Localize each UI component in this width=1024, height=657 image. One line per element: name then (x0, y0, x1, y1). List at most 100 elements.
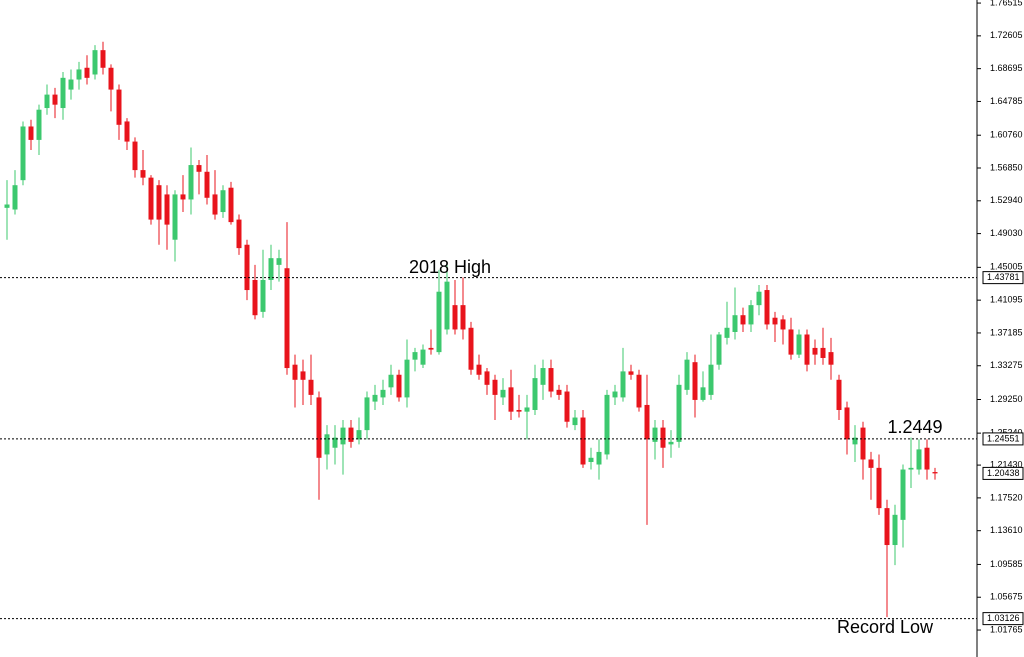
candle-body (140, 170, 146, 178)
candle-body (524, 407, 530, 412)
y-tick-label: 1.13610 (990, 525, 1023, 535)
candle-body (676, 384, 682, 442)
candle-body (572, 417, 578, 426)
candle-body (228, 187, 234, 223)
candle-body (92, 50, 98, 75)
candle-body (316, 397, 322, 458)
candle-body (284, 268, 290, 369)
candle-body (244, 244, 250, 291)
candle-body (20, 126, 26, 181)
candle-body (548, 368, 554, 392)
candle-body (28, 126, 34, 140)
candle-body (76, 69, 82, 80)
level-label: 1.24551 (987, 433, 1020, 443)
candle-body (380, 389, 386, 398)
level-box (982, 612, 1024, 626)
y-tick-label: 1.76515 (990, 0, 1023, 7)
candle-body (372, 394, 378, 402)
level-label: 1.43781 (987, 272, 1020, 282)
y-tick-label: 1.41095 (990, 295, 1023, 305)
candle-body (660, 427, 666, 448)
y-tick-label: 1.56850 (990, 162, 1023, 172)
candle-body (532, 378, 538, 410)
candle-body (404, 359, 410, 398)
candle-body (188, 165, 194, 200)
candle-body (276, 258, 282, 265)
y-tick-label: 1.72605 (990, 30, 1023, 40)
candle-body (884, 508, 890, 546)
candle-body (908, 467, 914, 470)
candle-body (492, 379, 498, 395)
candle-body (260, 279, 266, 312)
candle-body (452, 305, 458, 330)
candle-body (268, 258, 274, 280)
candle-body (292, 364, 298, 380)
y-tick-label: 1.60760 (990, 130, 1023, 140)
candle-body (820, 347, 826, 358)
candle-body (4, 204, 10, 208)
candle-body (636, 374, 642, 408)
candle-body (444, 281, 450, 330)
candle-body (52, 94, 58, 105)
y-tick-label: 1.37185 (990, 327, 1023, 337)
candle-body (612, 391, 618, 398)
candle-body (156, 185, 162, 220)
candle-body (84, 67, 90, 78)
candle-body (308, 379, 314, 395)
candle-body (868, 459, 874, 468)
y-tick-label: 1.45005 (990, 262, 1023, 272)
candle-body (628, 371, 634, 375)
level-box (982, 271, 1024, 285)
candle-body (796, 334, 802, 355)
candle-body (652, 427, 658, 442)
candle-body (412, 352, 418, 360)
candle-body (828, 352, 834, 365)
level-box (982, 432, 1024, 446)
candle-body (468, 327, 474, 370)
candle-body (508, 387, 514, 412)
candle-body (124, 121, 130, 142)
candle-body (60, 77, 66, 109)
y-tick-label: 1.68695 (990, 63, 1023, 73)
candle-body (476, 364, 482, 375)
annotation: Record Low (837, 617, 934, 637)
candle-body (220, 190, 226, 213)
candle-body (844, 407, 850, 440)
candle-body (116, 89, 122, 125)
candle-body (484, 371, 490, 385)
candle-body (332, 437, 338, 448)
candle-body (12, 185, 18, 210)
candle-body (812, 347, 818, 355)
candle-body (860, 427, 866, 460)
candle-body (196, 165, 202, 172)
y-tick-label: 1.33275 (990, 360, 1023, 370)
candle-body (892, 514, 898, 546)
candle-body (340, 427, 346, 445)
candle-body (780, 319, 786, 330)
annotation: 2018 High (409, 257, 491, 277)
y-tick-label: 1.01765 (990, 624, 1023, 634)
candle-body (516, 409, 522, 412)
candle-body (300, 371, 306, 380)
candle-body (100, 50, 106, 68)
candle-body (132, 141, 138, 171)
y-tick-label: 1.17520 (990, 492, 1023, 502)
candle-body (788, 329, 794, 355)
y-tick-label: 1.52940 (990, 195, 1023, 205)
candle-body (564, 391, 570, 422)
candle-body (668, 441, 674, 445)
candle-body (396, 374, 402, 398)
candle-body (596, 451, 602, 465)
price-label: 1.20438 (987, 468, 1020, 478)
candle-body (212, 194, 218, 215)
candle-body (756, 291, 762, 306)
candle-body (164, 194, 170, 225)
candle-body (588, 457, 594, 462)
candle-body (684, 359, 690, 390)
candle-body (108, 67, 114, 90)
candle-body (764, 290, 770, 325)
candle-body (420, 349, 426, 365)
